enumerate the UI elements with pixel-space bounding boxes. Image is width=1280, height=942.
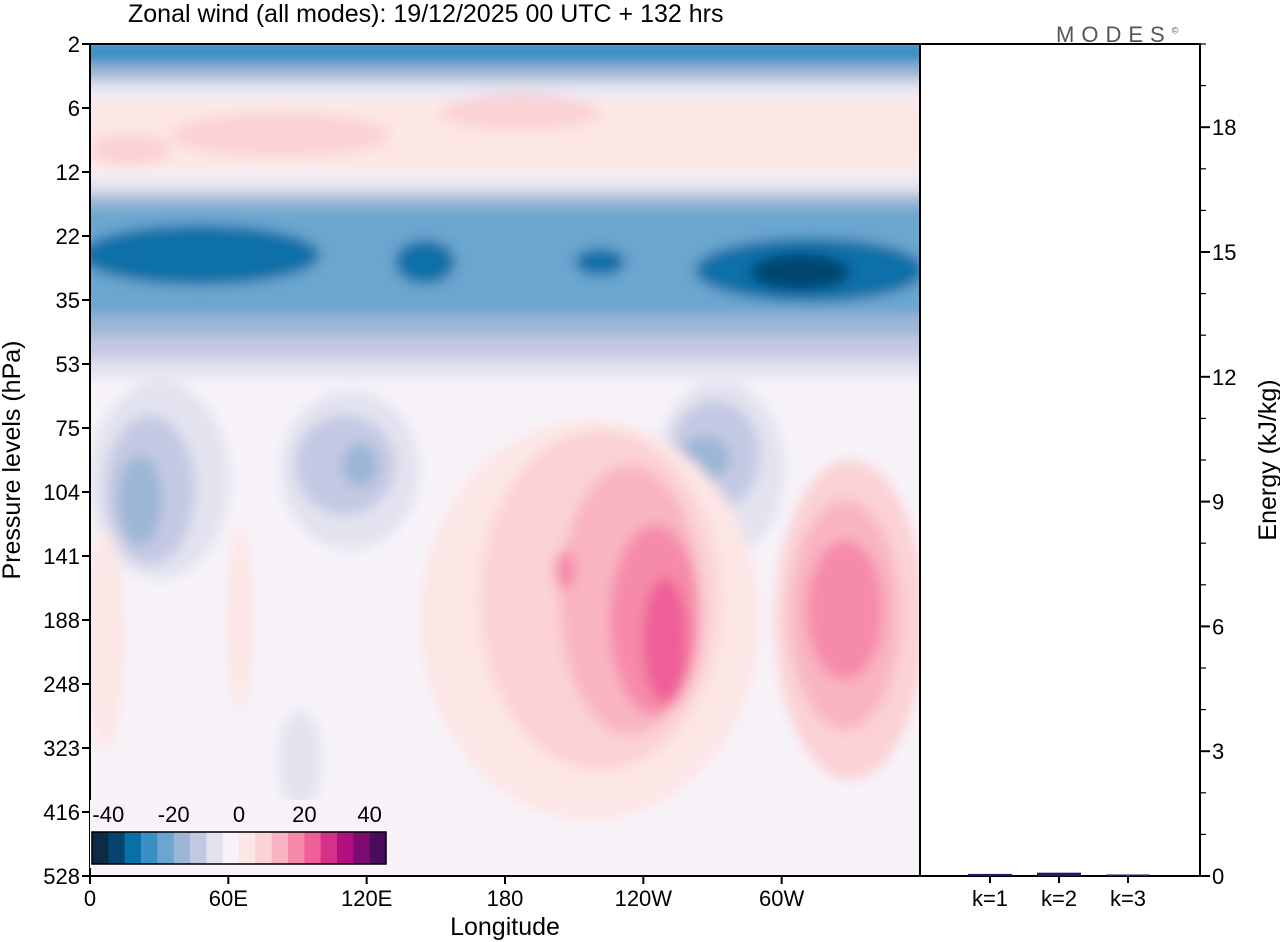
energy-axis: 0 3 6 9 12 15 18: [1200, 43, 1236, 889]
longitude-tick-label: 120W: [615, 886, 673, 911]
longitude-axis: 0 60E 120E 180 120W 60W: [84, 876, 805, 911]
pressure-tick-label: 104: [43, 480, 80, 505]
longitude-tick-label: 60E: [209, 886, 248, 911]
easterly-outer-lower: [90, 314, 920, 340]
easterly-cell-lower-1: [278, 710, 322, 810]
energy-category-label: k=1: [972, 886, 1008, 911]
colorbar-swatch: [304, 832, 322, 864]
colorbar-tick-label: -40: [92, 802, 124, 827]
pressure-tick-label: 416: [43, 800, 80, 825]
colorbar-swatch: [173, 832, 191, 864]
longitude-tick-label: 180: [487, 886, 524, 911]
westerly-streak-0: [90, 530, 125, 750]
colorbar-swatch: [190, 832, 207, 864]
logo-mark: ©: [1171, 25, 1179, 36]
colorbar-swatch: [239, 832, 256, 864]
pressure-tick-label: 323: [43, 736, 80, 761]
westerly-jet-120w-l5: [643, 578, 687, 702]
colorbar-tick-label: 20: [292, 802, 316, 827]
easterly-band-top-outer: [90, 64, 920, 82]
colorbar-tick-label: 0: [233, 802, 245, 827]
modes-logo: MODES©: [1056, 22, 1178, 48]
pressure-tick-label: 35: [56, 288, 80, 313]
colorbar-swatch: [157, 832, 175, 864]
colorbar-tick-label: 40: [357, 802, 381, 827]
pressure-tick-label: 6: [68, 96, 80, 121]
easterly-fringe-upper: [90, 178, 920, 196]
energy-tick-label: 9: [1212, 490, 1224, 515]
westerly-patch-2: [440, 94, 600, 130]
chart-title: Zonal wind (all modes): 19/12/2025 00 UT…: [128, 0, 723, 28]
colorbar-swatch: [369, 832, 387, 864]
colorbar-swatch: [92, 832, 109, 864]
longitude-axis-label: Longitude: [450, 913, 560, 941]
longitude-tick-label: 0: [84, 886, 96, 911]
energy-axis-label: Energy (kJ/kg): [1254, 379, 1280, 540]
energy-tick-label: 6: [1212, 614, 1224, 639]
energy-category-axis: k=1 k=2 k=3: [972, 876, 1146, 911]
westerly-patch-3: [90, 134, 170, 166]
westerly-streak-60e: [226, 530, 254, 710]
colorbar-swatch: [320, 832, 338, 864]
logo-text: MODES: [1056, 22, 1172, 47]
energy-category-label: k=3: [1110, 886, 1146, 911]
contour-shapes: [90, 44, 920, 820]
colorbar-frame: [91, 831, 387, 865]
colorbar-swatch: [353, 832, 371, 864]
pressure-axis: 2 6 12 22 35 53 75 104 141 188 248 323 416 528: [43, 32, 90, 889]
easterly-core-east-deep: [750, 254, 850, 290]
pressure-axis-label: Pressure levels (hPa): [0, 341, 26, 580]
easterly-outer-upper: [90, 194, 920, 210]
easterly-core-dateline: [575, 248, 625, 276]
pressure-tick-label: 12: [56, 160, 80, 185]
energy-tick-label: 12: [1212, 365, 1236, 390]
pressure-tick-label: 22: [56, 224, 80, 249]
pressure-tick-label: 75: [56, 416, 80, 441]
easterly-fringe-lower: [90, 336, 920, 364]
energy-category-label: k=2: [1041, 886, 1077, 911]
westerly-patch-1: [170, 113, 390, 157]
longitude-tick-label: 60W: [759, 886, 804, 911]
contour-field: [90, 44, 920, 876]
pressure-tick-label: 2: [68, 32, 80, 57]
colorbar: -40 -20 0 20 40: [90, 800, 388, 868]
energy-tick-label: 18: [1212, 115, 1236, 140]
energy-panel-frame: [919, 43, 1201, 877]
colorbar-swatch: [108, 832, 126, 864]
energy-bar: [968, 873, 1012, 876]
colorbar-swatch: [222, 832, 240, 864]
energy-bars: [968, 872, 1150, 876]
energy-bar: [1037, 872, 1081, 876]
colorbar-swatch: [141, 832, 158, 864]
colorbar-swatch: [124, 832, 142, 864]
pressure-tick-label: 528: [43, 864, 80, 889]
westerly-jet-120w-side: [555, 550, 575, 590]
easterly-core-mid: [395, 240, 455, 284]
pressure-tick-label: 53: [56, 352, 80, 377]
colorbar-swatch: [337, 832, 354, 864]
pressure-tick-label: 141: [43, 544, 80, 569]
colorbar-swatch: [271, 832, 289, 864]
energy-tick-label: 3: [1212, 739, 1224, 764]
westerly-jet-30w-l3: [807, 540, 883, 680]
pressure-tick-label: 188: [43, 608, 80, 633]
easterly-faint-lower: [90, 360, 920, 378]
pressure-tick-label: 248: [43, 672, 80, 697]
easterly-band-top: [90, 44, 920, 68]
easterly-cell-120e-core: [342, 443, 378, 487]
easterly-cell-30e-core: [118, 455, 162, 545]
longitude-tick-label: 120E: [341, 886, 392, 911]
colorbar-swatch: [206, 832, 224, 864]
colorbar-swatch: [255, 832, 273, 864]
energy-tick-label: 15: [1212, 240, 1236, 265]
easterly-band-top-fringe: [90, 80, 920, 94]
colorbar-swatch: [288, 832, 305, 864]
easterly-core-west: [90, 225, 320, 285]
energy-tick-label: 0: [1212, 864, 1224, 889]
colorbar-tick-label: -20: [158, 802, 190, 827]
energy-bar: [1106, 874, 1150, 876]
